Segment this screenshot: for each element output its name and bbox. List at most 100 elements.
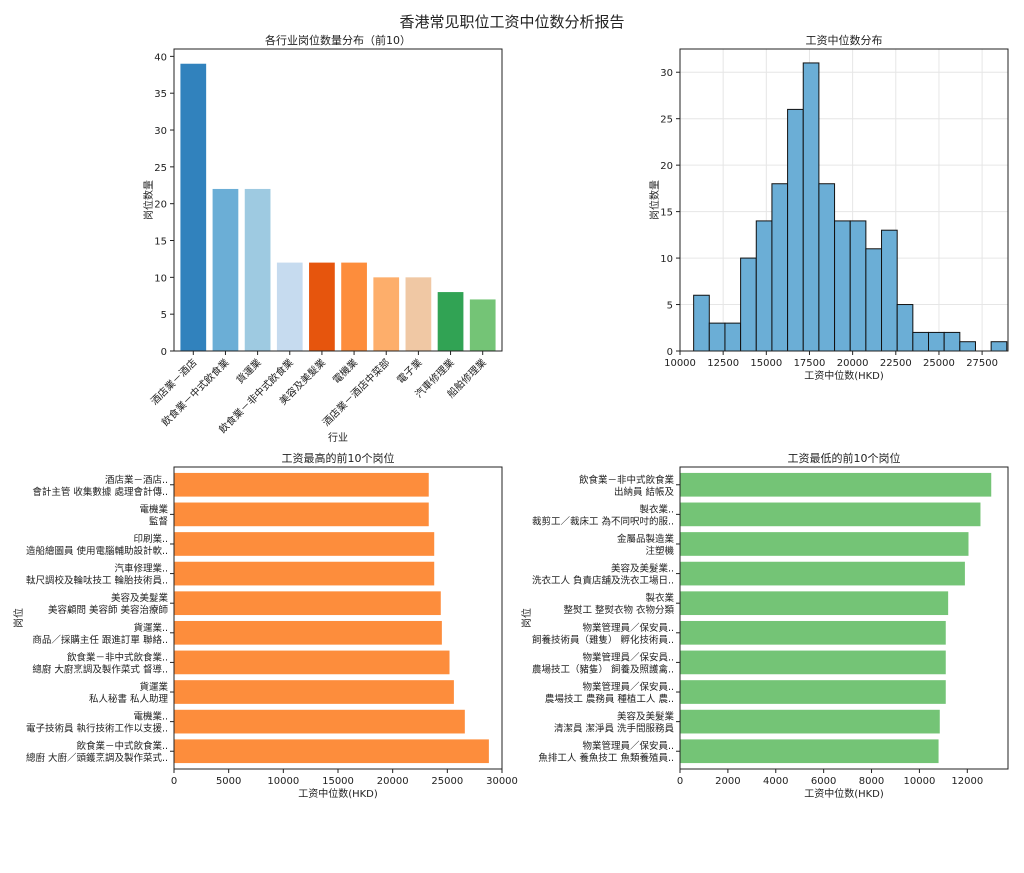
y-tick-label: 貨運業私人秘書 私人助理 xyxy=(89,681,169,705)
x-tick-label: 27500 xyxy=(966,358,998,369)
bar xyxy=(680,620,946,645)
y-tick-label: 15 xyxy=(154,237,167,248)
bar xyxy=(680,532,969,556)
x-tick-label: 12500 xyxy=(707,358,739,369)
y-tick-label-line: 美容顧問 美容師 美容治療師 xyxy=(48,604,169,616)
bar xyxy=(680,502,981,527)
y-tick-label: 35 xyxy=(154,89,167,100)
y-axis-label: 岗位数量 xyxy=(142,180,155,220)
bar xyxy=(174,739,489,764)
y-tick-label: 15 xyxy=(660,208,673,219)
x-axis-label: 行业 xyxy=(328,431,348,444)
y-tick-label: 美容及美髮業美容顧問 美容師 美容治療師 xyxy=(48,592,169,616)
y-tick-label-line: 電子技術員 執行技術工作以支援.. xyxy=(26,723,168,735)
salary-histogram-chart: 10000 12500 15000 17500 20000 22500 25000 27500… xyxy=(648,33,1009,382)
y-tick-label: 0 xyxy=(161,347,167,358)
y-tick-label-line: 總廚 大廚烹調及製作菜式 督導.. xyxy=(32,663,168,675)
bar xyxy=(174,561,435,586)
bar xyxy=(244,188,271,351)
x-tick-label: 電機業 xyxy=(330,356,360,386)
y-tick-label-line: 農場技工 農務員 種植工人 農.. xyxy=(545,693,674,705)
bar xyxy=(437,292,464,351)
x-tick-label: 貨運業 xyxy=(233,356,263,386)
y-tick-label-line: 物業管理員／保安員.. xyxy=(582,740,674,752)
y-tick-label-line: 貨運業 xyxy=(139,681,168,693)
x-tick-label: 25000 xyxy=(923,358,955,369)
x-tick-label: 15000 xyxy=(322,776,354,787)
y-tick-label-line: 私人秘書 私人助理 xyxy=(89,693,169,705)
y-tick-label-line: 注塑機 xyxy=(645,545,674,557)
bar xyxy=(680,561,965,586)
x-tick-label: 0 xyxy=(677,776,683,787)
histogram-bar xyxy=(912,331,930,352)
histogram-bar xyxy=(771,183,789,352)
x-tick-label: 10000 xyxy=(664,358,696,369)
x-tick-label: 15000 xyxy=(750,358,782,369)
x-tick-label: 電子業 xyxy=(394,356,424,386)
y-tick-label-line: 飼養技術員（雞隻） 孵化技術員.. xyxy=(532,634,674,646)
histogram-bar xyxy=(881,229,898,352)
x-axis-label: 工资中位数(HKD) xyxy=(298,787,378,800)
histogram-bar xyxy=(849,220,867,352)
histogram-bar xyxy=(959,341,976,352)
y-tick-label-line: 飲食業－非中式飲食業.. xyxy=(67,651,168,663)
x-tick-label: 10000 xyxy=(267,776,299,787)
chart-title: 工资最高的前10个岗位 xyxy=(282,451,395,465)
y-axis-label: 岗位数量 xyxy=(648,180,661,220)
y-tick-label-line: 整熨工 整熨衣物 衣物分類 xyxy=(563,604,674,616)
y-tick-label: 10 xyxy=(154,273,167,284)
y-tick-label: 40 xyxy=(154,52,167,63)
y-tick-label-line: 美容及美髮業 xyxy=(617,711,675,723)
y-tick-label-line: 商品／採購主任 跟進訂單 聯絡.. xyxy=(32,634,168,646)
bar xyxy=(174,650,450,675)
y-tick-label-line: 汽車修理業.. xyxy=(114,563,168,575)
bar xyxy=(680,680,946,704)
histogram-bar xyxy=(834,220,851,352)
y-tick-label-line: 金屬品製造業 xyxy=(617,533,675,545)
y-tick-label: 印刷業..造船繪圖員 使用電腦輔助設計軟.. xyxy=(26,533,168,557)
y-tick-label: 汽車修理業..軚尺調校及輪呔技工 輪胎技術員.. xyxy=(26,563,168,587)
y-tick-label: 5 xyxy=(161,310,167,321)
y-tick-label: 貨運業..商品／採購主任 跟進訂單 聯絡.. xyxy=(32,622,168,646)
bar xyxy=(405,277,432,351)
y-tick-label: 物業管理員／保安員..農場技工（豬隻） 飼養及照護禽.. xyxy=(532,651,674,675)
y-tick-label: 10 xyxy=(660,254,673,265)
bar xyxy=(680,739,939,764)
bar xyxy=(680,650,946,675)
y-axis-label: 岗位 xyxy=(12,608,25,628)
y-tick-label: 25 xyxy=(660,115,673,126)
x-axis-label: 工资中位数(HKD) xyxy=(804,787,884,800)
axes-frame xyxy=(679,48,1009,352)
histogram-bar xyxy=(708,322,726,352)
chart-title: 工资中位数分布 xyxy=(806,33,883,47)
y-tick-label: 製衣業整熨工 整熨衣物 衣物分類 xyxy=(563,592,674,616)
histogram-bar xyxy=(818,183,836,352)
histogram-bar xyxy=(787,108,804,352)
bar xyxy=(174,472,429,497)
y-tick-label-line: 製衣業 xyxy=(645,592,674,604)
histogram-bar xyxy=(990,341,1008,352)
y-tick-label-line: 飲食業－非中式飲食業 xyxy=(579,474,675,486)
bar xyxy=(174,709,465,734)
bar xyxy=(276,262,303,351)
bar xyxy=(309,262,335,351)
histogram-bar xyxy=(865,248,883,352)
x-tick-label: 12000 xyxy=(951,776,983,787)
y-tick-label: 物業管理員／保安員..飼養技術員（雞隻） 孵化技術員.. xyxy=(532,622,674,646)
chart-title: 各行业岗位数量分布（前10） xyxy=(265,33,411,47)
y-tick-label-line: 製衣業.. xyxy=(639,503,674,515)
bar xyxy=(680,591,949,616)
y-tick-label: 20 xyxy=(154,200,167,211)
x-tick-label: 8000 xyxy=(859,776,884,787)
y-tick-label-line: 電機業.. xyxy=(133,711,168,723)
x-tick-label: 10000 xyxy=(904,776,936,787)
histogram-bar xyxy=(802,62,820,352)
y-tick-label-line: 造船繪圖員 使用電腦輔助設計軟.. xyxy=(26,545,168,557)
y-tick-label-line: 農場技工（豬隻） 飼養及照護禽.. xyxy=(532,663,674,675)
y-tick-label-line: 監督 xyxy=(149,515,168,527)
lowest-salary-chart: 0 2000 4000 6000 8000 10000 12000 飲食業－非中式飲食業出納員… xyxy=(520,451,1009,800)
x-tick-label: 0 xyxy=(171,776,177,787)
